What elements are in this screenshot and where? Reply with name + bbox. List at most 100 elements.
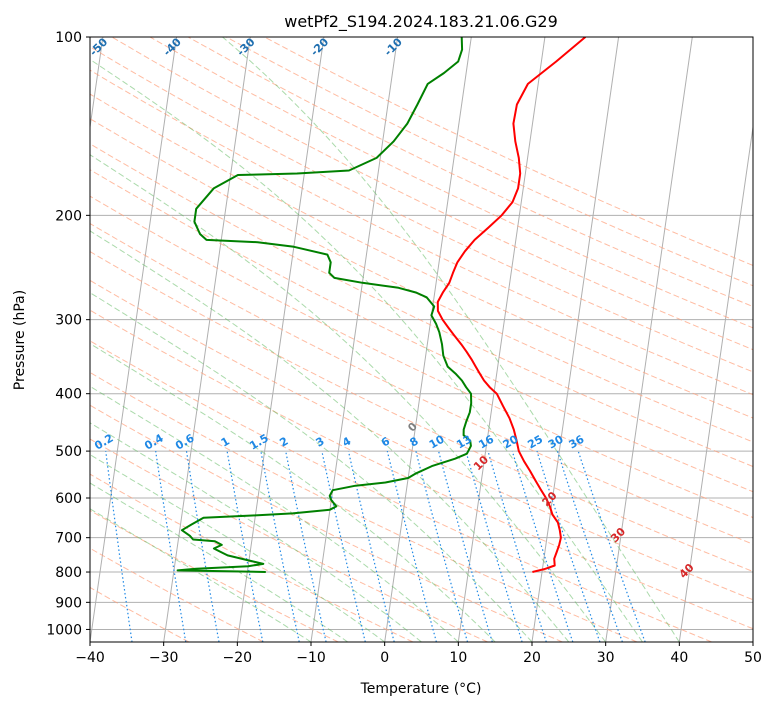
isotherm-label: -60 xyxy=(13,35,36,58)
moist-adiabat xyxy=(90,292,533,642)
mixing-ratio-line xyxy=(285,450,327,642)
mixing-ratio-line xyxy=(105,451,133,642)
grid-layer xyxy=(90,37,753,642)
moist-adiabat xyxy=(90,422,422,642)
mixing-ratio-line xyxy=(556,450,623,642)
dry-adiabat xyxy=(90,251,753,573)
dry-adiabat xyxy=(90,438,488,642)
x-tick-label: 30 xyxy=(597,650,615,666)
y-tick-label: 700 xyxy=(55,531,82,547)
y-axis-title: Pressure (hPa) xyxy=(12,290,28,390)
isotherm-label: -30 xyxy=(234,35,257,58)
isotherm-line xyxy=(678,123,753,642)
mixing-ratio-line xyxy=(487,450,547,642)
dry-adiabat xyxy=(187,37,753,308)
dry-adiabat xyxy=(149,37,753,329)
isotherm-line xyxy=(310,37,399,642)
mixing-ratio-line xyxy=(511,450,574,642)
mixing-ratio-line xyxy=(536,450,601,642)
isotherm-label: -20 xyxy=(308,35,331,58)
isotherm-label: -40 xyxy=(161,35,184,58)
mixing-ratio-label: 16 xyxy=(476,432,496,451)
x-tick-label: 0 xyxy=(380,650,389,666)
mixing-ratio-label: 1 xyxy=(219,435,232,450)
mixing-ratio-label: 0.2 xyxy=(92,432,115,453)
isotherm-line xyxy=(384,37,472,642)
moist-adiabat xyxy=(90,58,643,642)
mixing-ratio-line xyxy=(415,450,469,642)
line-labels: 0.10.20.40.611.52346810131620253036-100-… xyxy=(13,35,697,581)
y-tick-label: 100 xyxy=(55,30,82,46)
x-tick-label: −20 xyxy=(223,650,253,666)
y-tick-label: 300 xyxy=(55,313,82,329)
dry-adiabat xyxy=(90,169,753,493)
mixing-ratio-line xyxy=(321,450,366,642)
x-tick-label: 50 xyxy=(744,650,762,666)
background-lines xyxy=(90,37,753,642)
series-line xyxy=(176,37,473,573)
mixing-ratio-label: 4 xyxy=(340,434,353,449)
isotherm-line xyxy=(752,638,753,642)
x-tick-label: −30 xyxy=(149,650,179,666)
mixing-ratio-line xyxy=(260,450,300,642)
mixing-ratio-label: 10 xyxy=(427,432,447,451)
mixing-ratio-line xyxy=(155,451,187,642)
mixing-ratio-label: 6 xyxy=(379,434,392,449)
isotherm-label: 0 xyxy=(405,420,420,435)
mixing-ratio-label: 30 xyxy=(546,432,566,451)
isotherm-label: -50 xyxy=(87,35,110,58)
mixing-ratio-label: 13 xyxy=(454,433,474,452)
mixing-ratio-line xyxy=(438,450,493,642)
mixing-ratio-line xyxy=(226,450,264,642)
isotherm-label: 30 xyxy=(608,525,628,545)
dry-adiabat xyxy=(90,46,753,373)
series-line xyxy=(436,37,587,573)
dry-adiabat xyxy=(90,309,753,630)
dry-adiabat xyxy=(90,473,414,642)
y-tick-label: 200 xyxy=(55,208,82,224)
series-layer xyxy=(176,37,587,573)
moist-adiabat xyxy=(90,508,312,642)
plot-area: 0.10.20.40.611.52346810131620253036-100-… xyxy=(13,35,753,642)
dry-adiabat xyxy=(90,118,753,443)
mixing-ratio-label: 8 xyxy=(408,435,421,450)
mixing-ratio-line xyxy=(465,450,523,642)
y-tick-label: 1000 xyxy=(46,622,82,638)
dry-adiabat xyxy=(90,93,753,419)
dry-adiabat xyxy=(90,340,712,642)
isotherm-line xyxy=(457,37,546,642)
x-tick-label: −40 xyxy=(75,650,105,666)
x-axis-title: Temperature (°C) xyxy=(360,681,482,697)
dry-adiabat xyxy=(90,143,753,468)
mixing-ratio-label: 36 xyxy=(567,432,587,451)
isotherm-label: 10 xyxy=(471,453,491,473)
mixing-ratio-line xyxy=(386,450,437,642)
mixing-ratio-label: 25 xyxy=(525,433,545,452)
dry-adiabat xyxy=(90,371,638,642)
dry-adiabat xyxy=(90,222,753,545)
mixing-ratio-label: 2 xyxy=(277,435,290,450)
moist-adiabat xyxy=(90,482,349,642)
dry-adiabat xyxy=(264,37,753,266)
moist-adiabat xyxy=(90,230,570,642)
mixing-ratio-line xyxy=(185,451,220,642)
isotherm-line xyxy=(90,37,178,642)
moist-adiabat xyxy=(90,454,385,642)
y-tick-label: 500 xyxy=(55,444,82,460)
x-axis: −40 −30 −20 −10 0 10 20 30 40 50 xyxy=(75,642,762,666)
mixing-ratio-line xyxy=(577,450,646,642)
isotherm-line xyxy=(605,37,693,642)
y-tick-label: 400 xyxy=(55,387,82,403)
plot-frame xyxy=(89,36,754,643)
isotherm-line xyxy=(531,37,620,642)
dry-adiabat xyxy=(90,279,753,601)
dry-adiabat xyxy=(90,404,563,642)
isotherm-line xyxy=(163,37,251,642)
chart-title: wetPf2_S194.2024.183.21.06.G29 xyxy=(284,12,558,32)
y-axis: 100 200 300 400 500 600 700 800 900 1000 xyxy=(46,30,90,638)
moist-adiabat xyxy=(90,342,496,642)
mixing-ratio-label: 0.4 xyxy=(142,431,166,452)
isotherm-label: 40 xyxy=(677,561,697,581)
x-tick-label: 10 xyxy=(449,650,467,666)
